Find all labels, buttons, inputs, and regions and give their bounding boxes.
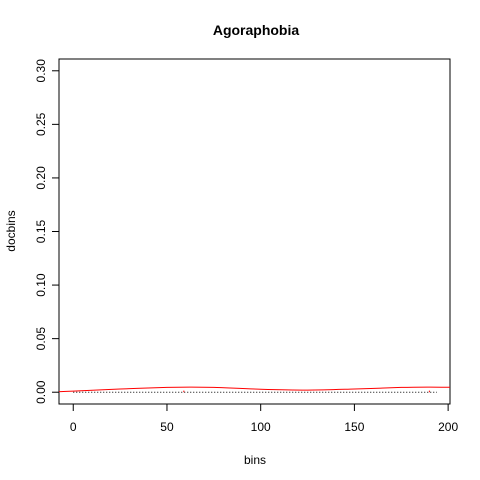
x-tick-label: 50 <box>160 420 174 434</box>
x-tick-label: 150 <box>344 420 364 434</box>
y-tick-label: 0.05 <box>34 327 48 351</box>
y-tick-label: 0.15 <box>34 219 48 243</box>
x-tick-label: 0 <box>70 420 77 434</box>
chart-marks <box>58 386 451 393</box>
x-axis-label: bins <box>244 453 266 467</box>
x-tick-label: 200 <box>438 420 458 434</box>
y-tick-label: 0.20 <box>34 166 48 190</box>
y-tick-label: 0.00 <box>34 380 48 404</box>
y-tick-label: 0.25 <box>34 112 48 136</box>
y-tick-label: 0.10 <box>34 273 48 297</box>
density-series <box>58 386 451 393</box>
x-tick-label: 100 <box>251 420 271 434</box>
y-tick-label: 0.30 <box>34 59 48 83</box>
x-axis: 0 50 100 150 200 <box>70 404 458 434</box>
y-axis-label: docbins <box>4 210 18 251</box>
chart-title: Agoraphobia <box>213 22 300 38</box>
y-axis: 0.00 0.05 0.10 0.15 0.20 0.25 0.30 <box>34 59 59 404</box>
